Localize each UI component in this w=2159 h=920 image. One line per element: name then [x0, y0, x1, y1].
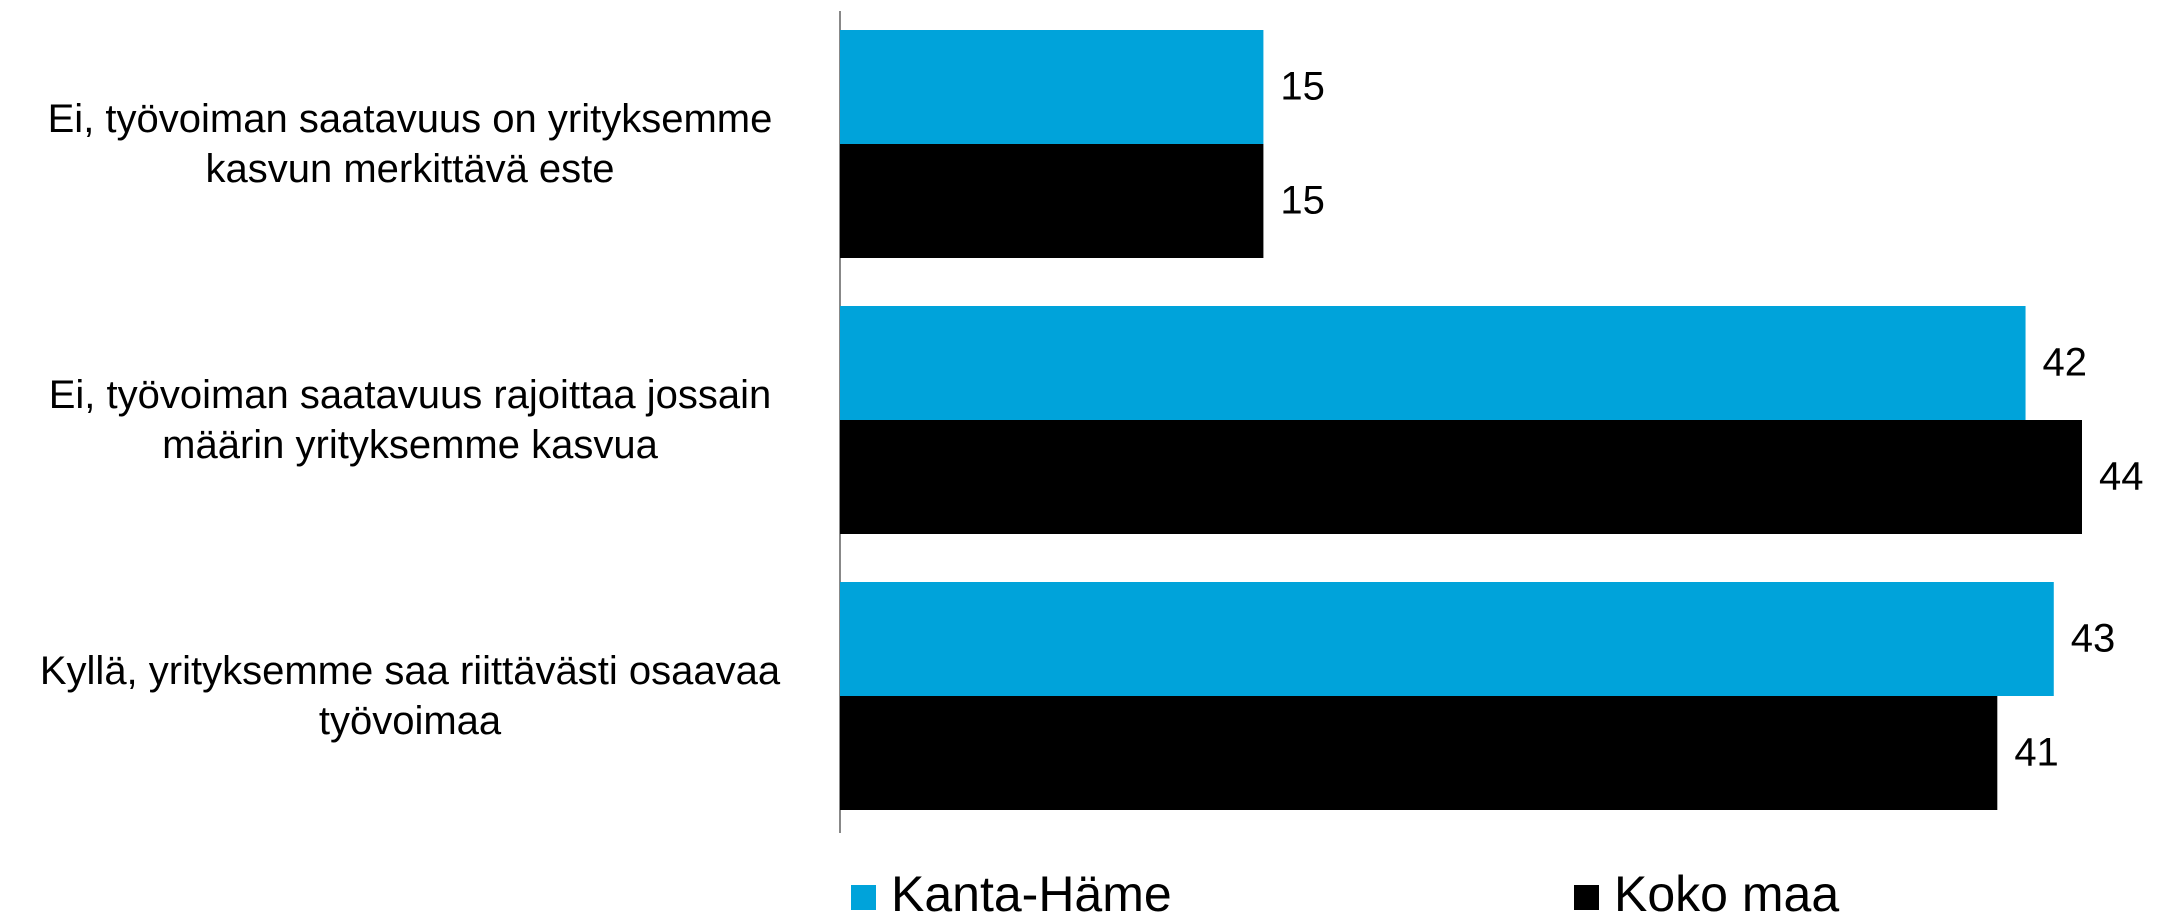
legend-swatch	[1574, 885, 1599, 910]
bar	[840, 144, 1264, 258]
legend-label: Kanta-Häme	[891, 866, 1172, 920]
value-label: 15	[1280, 179, 1325, 223]
category-label: Ei, työvoiman saatavuus rajoittaa jossai…	[48, 373, 772, 467]
bar	[840, 582, 2054, 696]
bar	[840, 30, 1264, 144]
legend-label: Koko maa	[1614, 866, 1839, 920]
bar	[840, 306, 2026, 420]
bar	[840, 696, 1998, 810]
legend-swatch	[851, 885, 876, 910]
category-label: Kyllä, yrityksemme saa riittävästi osaav…	[39, 649, 781, 743]
value-label: 42	[2043, 341, 2088, 385]
category-label: Ei, työvoiman saatavuus on yrityksemme k…	[47, 97, 773, 191]
value-label: 44	[2099, 455, 2144, 499]
value-label: 43	[2071, 617, 2116, 661]
bar	[840, 420, 2082, 534]
value-label: 41	[2014, 731, 2059, 775]
value-label: 15	[1280, 65, 1325, 109]
